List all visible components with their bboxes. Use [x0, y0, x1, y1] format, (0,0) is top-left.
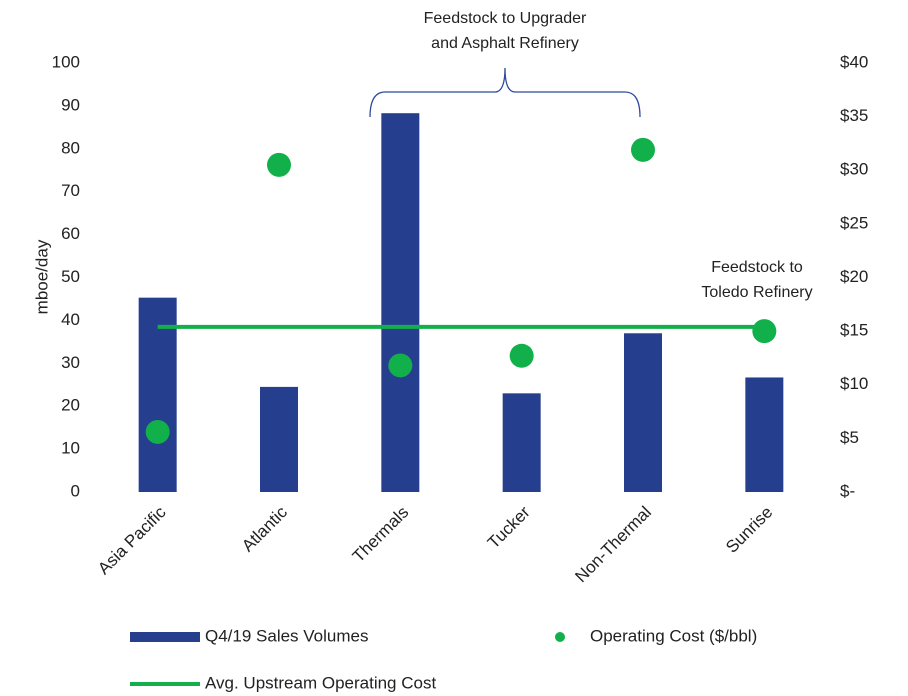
bracket: [369, 67, 641, 118]
bar: [381, 113, 420, 493]
bar: [138, 297, 177, 492]
bar: [260, 386, 298, 492]
y-tick-label: 40: [61, 310, 80, 329]
bar: [624, 333, 662, 492]
y-tick-label: 20: [61, 396, 80, 415]
dot: [509, 343, 534, 368]
legend-swatch: [130, 632, 200, 642]
y-tick-label: 80: [61, 138, 80, 157]
y-tick-label: 60: [61, 224, 80, 243]
y-tick-label: 100: [52, 52, 80, 71]
dot: [631, 137, 655, 162]
y2-tick-label: $35: [840, 106, 868, 125]
y-tick-label: 90: [61, 95, 80, 114]
bar: [502, 393, 541, 492]
dot: [145, 419, 170, 444]
y-tick-label: 0: [71, 481, 80, 500]
annotation: Feedstock to Upgrader: [424, 10, 587, 27]
annotation: Toledo Refinery: [701, 284, 812, 301]
annotation: and Asphalt Refinery: [431, 35, 579, 52]
x-tick-label: Asia Pacific: [94, 502, 170, 578]
y2-tick-label: $20: [840, 267, 868, 286]
y-tick-label: 50: [61, 267, 80, 286]
y2-tick-label: $15: [840, 321, 868, 340]
dot: [388, 353, 413, 378]
y2-tick-label: $5: [840, 428, 859, 447]
x-tick-label: Non-Thermal: [571, 503, 655, 587]
x-tick-label: Atlantic: [238, 502, 291, 555]
dot: [267, 152, 291, 177]
y-tick-label: 70: [61, 181, 80, 200]
legend-label: Operating Cost ($/bbl): [590, 626, 757, 645]
y2-tick-label: $25: [840, 213, 868, 232]
y2-tick-label: $-: [840, 481, 855, 500]
y2-tick-label: $40: [840, 52, 868, 71]
annotation: Feedstock to: [711, 259, 803, 276]
bar: [745, 377, 784, 492]
y-axis-title: mboe/day: [32, 239, 51, 314]
legend-swatch: [555, 632, 565, 642]
y2-tick-label: $30: [840, 160, 868, 179]
legend-label: Q4/19 Sales Volumes: [205, 626, 368, 645]
x-tick-label: Tucker: [484, 502, 534, 552]
x-tick-label: Thermals: [349, 503, 413, 567]
y2-tick-label: $10: [840, 374, 868, 393]
y-tick-label: 10: [61, 439, 80, 458]
legend-label: Avg. Upstream Operating Cost: [205, 673, 436, 692]
dot: [752, 319, 777, 344]
y-tick-label: 30: [61, 353, 80, 372]
x-tick-label: Sunrise: [722, 503, 776, 557]
